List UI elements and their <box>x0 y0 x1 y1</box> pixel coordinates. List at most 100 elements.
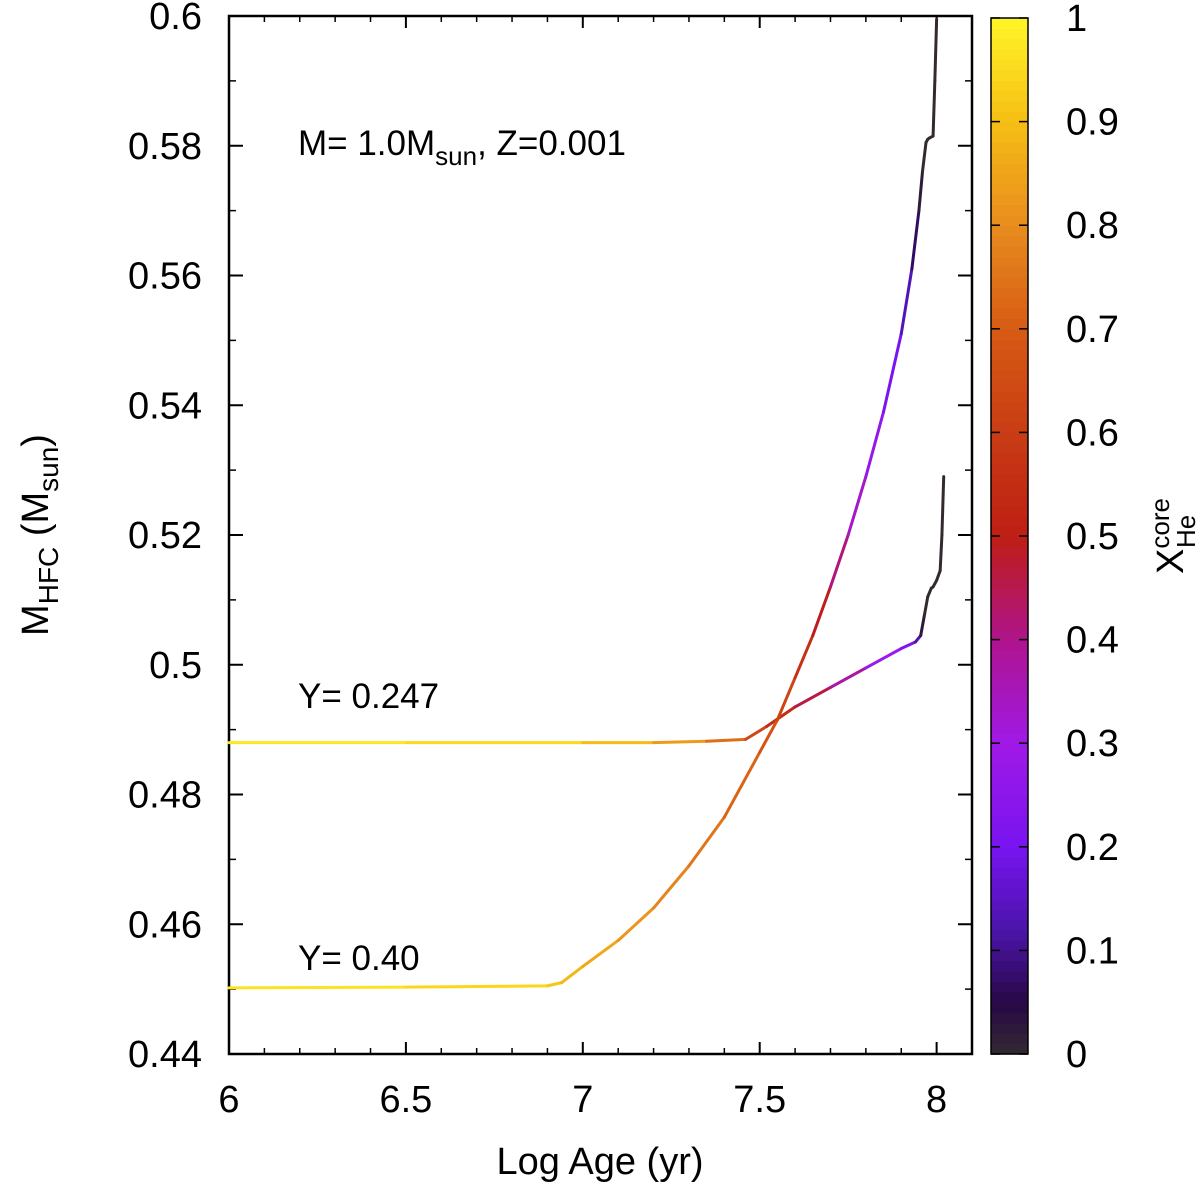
colorbar-band <box>991 908 1028 920</box>
colorbar-band <box>991 515 1028 527</box>
plot-frame <box>227 14 974 1056</box>
colorbar-band <box>991 877 1028 889</box>
series-line-y0247 <box>227 475 946 745</box>
colorbar-band <box>991 639 1028 651</box>
colorbar-tick-label: 0.5 <box>1066 516 1119 558</box>
series-segment <box>404 984 549 989</box>
series-segment <box>910 209 921 271</box>
colorbar-band <box>991 214 1028 226</box>
colorbar-band <box>991 152 1028 164</box>
x-tick-label: 6.5 <box>379 1079 432 1121</box>
colorbar-band <box>991 867 1028 879</box>
colorbar-label: XcoreHe <box>1145 498 1200 574</box>
x-tick-label: 7 <box>572 1079 593 1121</box>
series-segment <box>705 737 748 743</box>
colorbar-band <box>991 846 1028 858</box>
x-tick-label: 7.5 <box>733 1079 786 1121</box>
y-tick-label: 0.48 <box>128 775 202 817</box>
colorbar-band <box>991 722 1028 734</box>
y-axis-label: MHFC (Msun) <box>15 434 64 636</box>
colorbar-label-sub: He <box>1171 515 1200 548</box>
colorbar-band <box>991 567 1028 579</box>
colorbar-band <box>991 981 1028 993</box>
colorbar-band <box>991 919 1028 931</box>
series-segment <box>846 475 868 537</box>
colorbar-tick-label: 0.4 <box>1066 620 1119 662</box>
colorbar-band <box>991 732 1028 744</box>
colorbar-band <box>991 225 1028 237</box>
colorbar-band <box>991 297 1028 309</box>
series-segment <box>919 614 926 638</box>
series-segment <box>931 79 937 138</box>
series-segment <box>227 985 408 990</box>
colorbar-band <box>991 629 1028 641</box>
colorbar-tick-label: 0.1 <box>1066 930 1119 972</box>
series-segment <box>744 724 769 741</box>
colorbar-tick-label: 0.8 <box>1066 205 1119 247</box>
colorbar-band <box>991 774 1028 786</box>
y-tick-label: 0.6 <box>149 0 202 38</box>
y-tick-label: 0.58 <box>128 126 202 168</box>
series-segment <box>899 267 914 336</box>
colorbar-label-main: X <box>1150 549 1192 574</box>
y-axis: 0.44 0.46 0.48 0.5 0.52 0.54 0.56 0.58 0.6 <box>128 0 972 1076</box>
series-segment <box>545 981 564 988</box>
colorbar-band <box>991 111 1028 123</box>
colorbar-band <box>991 836 1028 848</box>
colorbar-band <box>991 691 1028 703</box>
colorbar-band <box>991 256 1028 268</box>
series-segment <box>899 640 917 651</box>
colorbar-tick-label: 0.6 <box>1066 412 1119 454</box>
colorbar-band <box>991 1002 1028 1014</box>
colorbar-band <box>991 494 1028 506</box>
series-segment <box>920 141 928 174</box>
colorbar-tick-label: 0.9 <box>1066 102 1119 144</box>
series-segment <box>938 533 944 573</box>
colorbar-band <box>991 235 1028 247</box>
series-segment <box>765 705 797 728</box>
colorbar-band <box>991 805 1028 817</box>
series-segment <box>922 595 930 618</box>
colorbar-band <box>991 649 1028 661</box>
series-segment <box>793 634 815 680</box>
colorbar-band <box>991 277 1028 288</box>
colorbar-band <box>991 712 1028 724</box>
colorbar-band <box>991 743 1028 755</box>
colorbar-band <box>991 660 1028 672</box>
colorbar-band <box>991 287 1028 299</box>
colorbar-band <box>991 38 1028 50</box>
colorbar-band <box>991 339 1028 351</box>
series-segment <box>793 685 832 709</box>
colorbar-band <box>991 308 1028 320</box>
colorbar-band <box>991 90 1028 102</box>
colorbar-band <box>991 473 1028 485</box>
colorbar-band <box>991 940 1028 951</box>
colorbar-band <box>991 587 1028 599</box>
x-tick-label: 8 <box>926 1079 947 1121</box>
colorbar-band <box>991 432 1028 444</box>
x-axis-label: Log Age (yr) <box>497 1141 704 1183</box>
colorbar-tick-label: 1 <box>1066 0 1087 40</box>
colorbar-tick-label: 0.3 <box>1066 723 1119 765</box>
series-segment <box>828 666 868 689</box>
colorbar-band <box>991 266 1028 278</box>
colorbar-band <box>991 971 1028 983</box>
colorbar-band <box>991 681 1028 692</box>
series-segment <box>935 569 942 582</box>
series-line-y040 <box>227 17 939 990</box>
series-segment <box>940 475 946 537</box>
series-segment <box>652 864 691 910</box>
colorbar-band <box>991 204 1028 216</box>
series-segment <box>864 410 886 479</box>
colorbar-band <box>991 701 1028 713</box>
colorbar-band <box>991 1033 1028 1045</box>
series-segment <box>828 533 850 589</box>
colorbar-band <box>991 59 1028 71</box>
series-segment <box>560 964 585 985</box>
colorbar-band <box>991 608 1028 620</box>
colorbar-band <box>991 28 1028 40</box>
colorbar-band <box>991 960 1028 972</box>
series-segment <box>882 332 903 414</box>
colorbar-band <box>991 80 1028 92</box>
series-label-y0247: Y= 0.247 <box>298 677 439 716</box>
